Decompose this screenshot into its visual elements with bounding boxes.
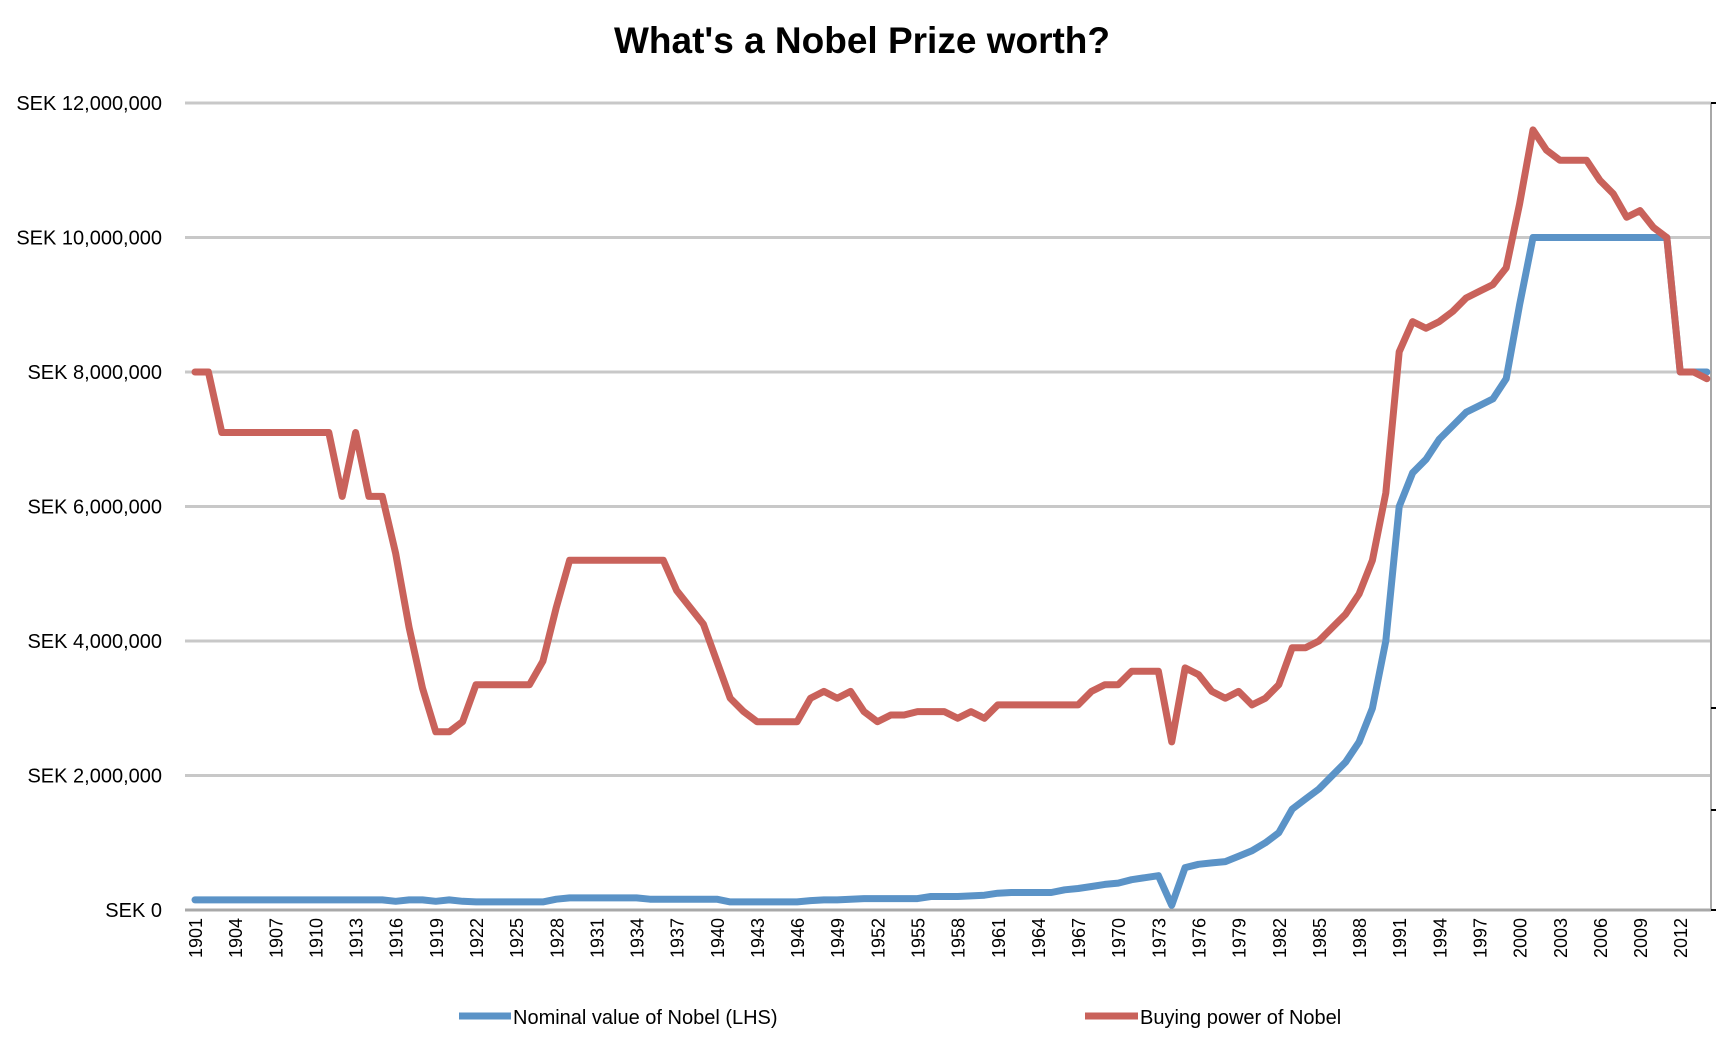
x-tick-label: 1913 xyxy=(347,918,367,958)
x-tick-label: 1931 xyxy=(587,918,607,958)
x-tick-label: 1910 xyxy=(306,918,326,958)
x-tick-label: 2009 xyxy=(1631,918,1651,958)
x-tick-label: 1949 xyxy=(828,918,848,958)
x-tick-label: 1988 xyxy=(1350,918,1370,958)
x-tick-label: 1940 xyxy=(708,918,728,958)
y-tick-label: SEK 8,000,000 xyxy=(27,362,162,384)
chart-title: What's a Nobel Prize worth? xyxy=(613,20,1110,61)
x-tick-label: 2000 xyxy=(1511,918,1531,958)
x-tick-label: 2003 xyxy=(1551,918,1571,958)
legend: Nominal value of Nobel (LHS) Buying power… xyxy=(459,1007,1341,1029)
x-tick-label: 1937 xyxy=(668,918,688,958)
x-tick-label: 1922 xyxy=(467,918,487,958)
right-axis xyxy=(1710,102,1716,911)
x-tick-label: 1961 xyxy=(989,918,1009,958)
y-tick-label: SEK 4,000,000 xyxy=(27,631,162,653)
x-axis-labels: 1901 1904 1907 1910 1913 1916 1919 1922 1925 1928… xyxy=(186,918,1691,958)
y-tick-label: SEK 2,000,000 xyxy=(27,766,162,788)
gridlines xyxy=(185,101,1711,912)
x-tick-label: 1976 xyxy=(1190,918,1210,958)
x-tick-label: 1958 xyxy=(949,918,969,958)
x-tick-label: 1955 xyxy=(909,918,929,958)
legend-label: Nominal value of Nobel (LHS) xyxy=(513,1007,778,1029)
x-tick-label: 2012 xyxy=(1671,918,1691,958)
y-axis-labels: SEK 0 SEK 2,000,000 SEK 4,000,000 SEK 6,000… xyxy=(16,93,162,922)
x-tick-label: 1964 xyxy=(1029,918,1049,958)
y-tick-label: SEK 6,000,000 xyxy=(27,497,162,519)
x-tick-label: 1973 xyxy=(1149,918,1169,958)
x-tick-label: 1919 xyxy=(427,918,447,958)
x-tick-label: 1997 xyxy=(1470,918,1490,958)
x-tick-label: 1991 xyxy=(1390,918,1410,958)
x-tick-label: 1994 xyxy=(1430,918,1450,958)
x-tick-label: 1943 xyxy=(748,918,768,958)
x-tick-label: 1934 xyxy=(628,918,648,958)
x-tick-label: 1982 xyxy=(1270,918,1290,958)
x-tick-label: 1946 xyxy=(788,918,808,958)
x-tick-label: 1925 xyxy=(507,918,527,958)
x-tick-label: 1970 xyxy=(1109,918,1129,958)
series-line-buying-power xyxy=(191,126,1711,746)
y-tick-label: SEK 12,000,000 xyxy=(16,93,162,115)
x-tick-label: 1928 xyxy=(547,918,567,958)
x-tick-label: 1985 xyxy=(1310,918,1330,958)
y-tick-label: SEK 0 xyxy=(105,900,162,922)
x-tick-label: 1907 xyxy=(266,918,286,958)
x-tick-label: 1979 xyxy=(1230,918,1250,958)
x-tick-label: 1901 xyxy=(186,918,206,958)
y-tick-label: SEK 10,000,000 xyxy=(16,228,162,250)
x-tick-label: 1916 xyxy=(387,918,407,958)
x-tick-label: 2006 xyxy=(1591,918,1611,958)
x-tick-label: 1904 xyxy=(226,918,246,958)
x-tick-label: 1952 xyxy=(868,918,888,958)
x-tick-label: 1967 xyxy=(1069,918,1089,958)
series-lines xyxy=(191,126,1711,909)
legend-label: Buying power of Nobel xyxy=(1140,1007,1341,1029)
series-line-nominal-value xyxy=(191,234,1711,909)
